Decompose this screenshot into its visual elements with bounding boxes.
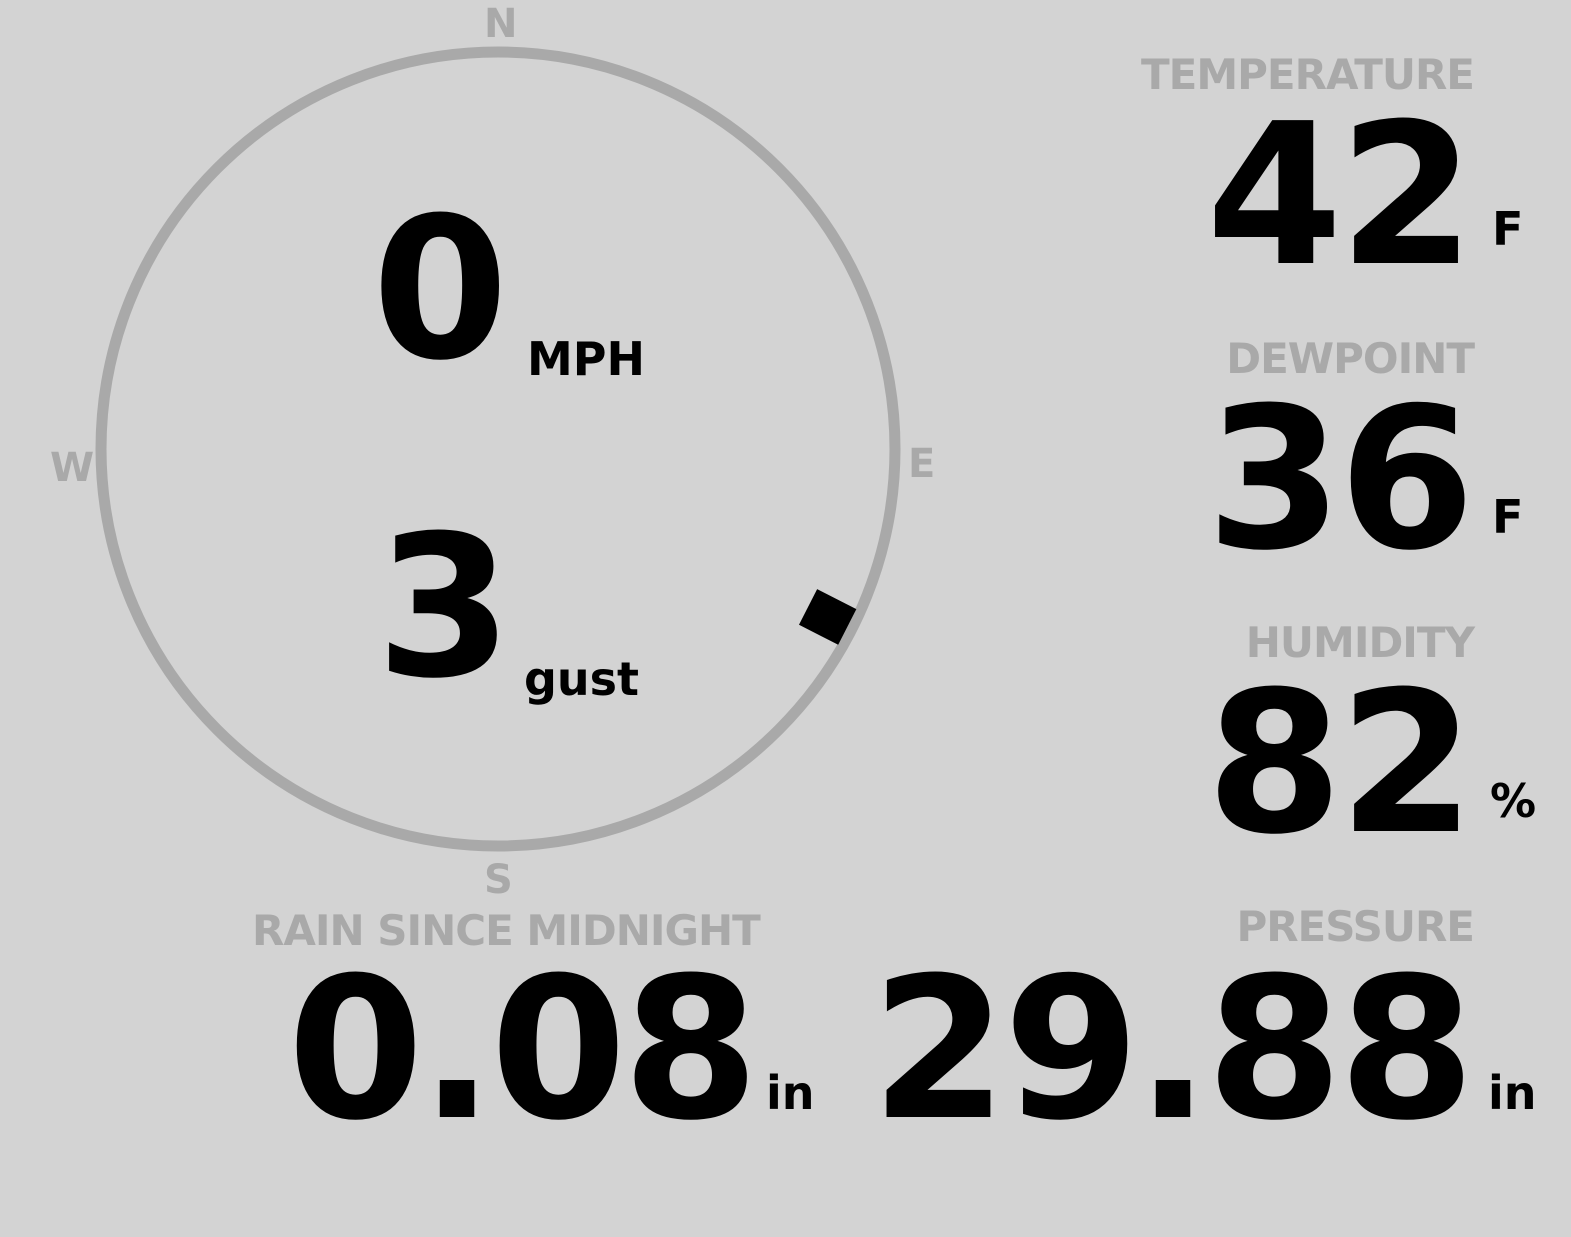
wind-speed-unit: MPH bbox=[527, 332, 645, 386]
compass-south: S bbox=[484, 857, 513, 903]
rain-unit: in bbox=[766, 1066, 815, 1120]
pressure-unit: in bbox=[1488, 1066, 1537, 1120]
dewpoint-unit: F bbox=[1492, 490, 1524, 544]
compass-north: N bbox=[484, 1, 518, 47]
temperature-unit: F bbox=[1492, 202, 1524, 256]
compass-east: E bbox=[908, 441, 936, 487]
humidity-value: 82 bbox=[1206, 650, 1475, 878]
humidity-label: HUMIDITY bbox=[1245, 618, 1475, 667]
wind-speed-value: 0 bbox=[372, 176, 508, 404]
wind-direction-indicator bbox=[798, 589, 857, 645]
dewpoint-value: 36 bbox=[1206, 366, 1475, 594]
humidity-unit: % bbox=[1490, 774, 1537, 828]
rain-label: RAIN SINCE MIDNIGHT bbox=[252, 906, 761, 955]
rain-value: 0.08 bbox=[287, 936, 759, 1164]
pressure-value: 29.88 bbox=[871, 936, 1475, 1164]
temperature-value: 42 bbox=[1206, 82, 1475, 310]
wind-gust-unit: gust bbox=[524, 652, 640, 706]
dewpoint-label: DEWPOINT bbox=[1226, 334, 1475, 383]
wind-gust-value: 3 bbox=[376, 494, 512, 722]
compass-west: W bbox=[50, 445, 95, 491]
temperature-label: TEMPERATURE bbox=[1141, 50, 1475, 99]
pressure-label: PRESSURE bbox=[1236, 902, 1475, 951]
compass-ring bbox=[95, 46, 901, 852]
